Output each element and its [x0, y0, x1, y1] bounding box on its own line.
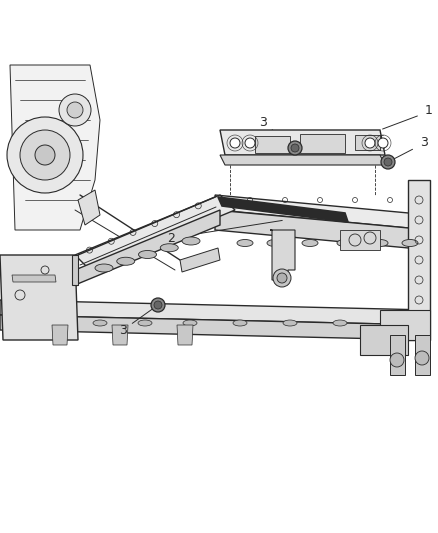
Circle shape	[7, 117, 83, 193]
Polygon shape	[78, 190, 100, 225]
Ellipse shape	[333, 320, 347, 326]
Circle shape	[288, 141, 302, 155]
Ellipse shape	[183, 320, 197, 326]
Polygon shape	[255, 136, 290, 153]
Polygon shape	[180, 248, 220, 272]
Polygon shape	[75, 210, 220, 285]
Polygon shape	[75, 195, 235, 270]
Ellipse shape	[138, 320, 152, 326]
Ellipse shape	[138, 251, 156, 259]
Circle shape	[67, 102, 83, 118]
Circle shape	[390, 353, 404, 367]
Polygon shape	[0, 255, 78, 340]
Text: 3: 3	[259, 116, 267, 128]
Ellipse shape	[372, 239, 388, 246]
Text: 3: 3	[420, 136, 428, 149]
Polygon shape	[300, 134, 345, 153]
Ellipse shape	[267, 239, 283, 246]
Polygon shape	[415, 335, 430, 375]
Ellipse shape	[302, 239, 318, 246]
Polygon shape	[215, 210, 430, 250]
Circle shape	[273, 269, 291, 287]
Polygon shape	[380, 310, 430, 340]
Polygon shape	[408, 180, 430, 340]
Circle shape	[384, 158, 392, 166]
Text: 1: 1	[425, 103, 433, 117]
Ellipse shape	[237, 239, 253, 246]
Circle shape	[230, 138, 240, 148]
Circle shape	[35, 145, 55, 165]
Polygon shape	[355, 135, 380, 150]
Circle shape	[365, 138, 375, 148]
Text: 3: 3	[119, 324, 127, 336]
Ellipse shape	[93, 320, 107, 326]
Circle shape	[291, 144, 299, 152]
Ellipse shape	[160, 244, 178, 252]
Circle shape	[378, 138, 388, 148]
Circle shape	[381, 155, 395, 169]
Polygon shape	[390, 335, 405, 375]
Polygon shape	[220, 130, 385, 155]
Polygon shape	[12, 275, 56, 282]
Polygon shape	[0, 315, 430, 340]
Polygon shape	[112, 325, 128, 345]
Ellipse shape	[117, 257, 135, 265]
Polygon shape	[72, 255, 78, 285]
Ellipse shape	[283, 320, 297, 326]
Polygon shape	[52, 325, 68, 345]
Circle shape	[151, 298, 165, 312]
Circle shape	[20, 130, 70, 180]
Ellipse shape	[337, 239, 353, 246]
Text: 2: 2	[167, 231, 175, 245]
Ellipse shape	[383, 320, 397, 326]
Polygon shape	[340, 230, 380, 250]
Circle shape	[154, 301, 162, 309]
Ellipse shape	[53, 320, 67, 326]
Polygon shape	[177, 325, 193, 345]
Polygon shape	[220, 155, 385, 165]
Circle shape	[415, 351, 429, 365]
Ellipse shape	[182, 237, 200, 245]
Polygon shape	[10, 65, 100, 230]
Ellipse shape	[402, 239, 418, 246]
Polygon shape	[218, 197, 348, 222]
Ellipse shape	[95, 264, 113, 272]
Polygon shape	[215, 195, 430, 230]
Polygon shape	[360, 325, 408, 355]
Circle shape	[59, 94, 91, 126]
Circle shape	[245, 138, 255, 148]
Circle shape	[277, 273, 287, 283]
Polygon shape	[0, 300, 430, 325]
Polygon shape	[270, 230, 295, 285]
Ellipse shape	[233, 320, 247, 326]
